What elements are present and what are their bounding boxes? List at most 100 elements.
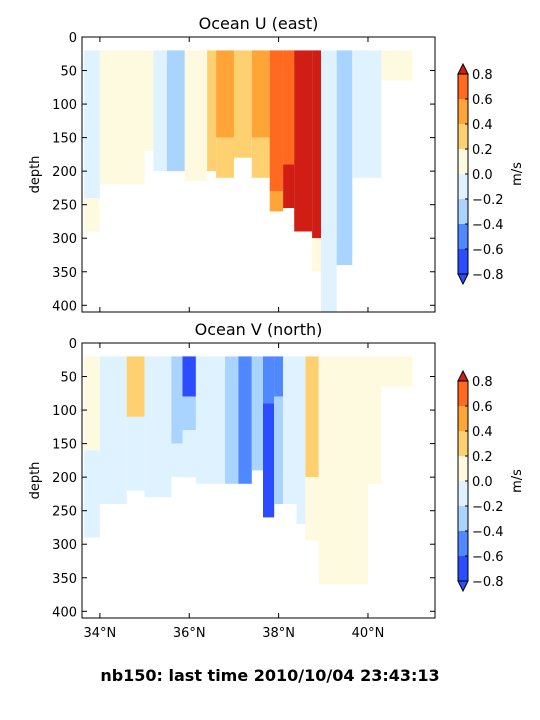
heatmap-cell bbox=[251, 50, 270, 138]
panel-title: Ocean V (north) bbox=[195, 320, 323, 339]
heatmap-cell bbox=[84, 450, 100, 538]
colorbar-tick-label: 0.2 bbox=[472, 143, 493, 158]
heatmap-cell bbox=[305, 477, 319, 541]
heatmap-cell bbox=[126, 416, 145, 491]
heatmap-cell bbox=[263, 356, 275, 404]
heatmap-cell bbox=[305, 356, 319, 478]
figure-suptitle: nb150: last time 2010/10/04 23:43:13 bbox=[100, 666, 440, 685]
heatmap-cell bbox=[171, 443, 183, 478]
heatmap-cell bbox=[153, 50, 167, 172]
heatmap-cell bbox=[84, 50, 100, 199]
colorbar-tick-label: 0.4 bbox=[472, 425, 493, 440]
heatmap-cell bbox=[99, 356, 127, 504]
heatmap-cell bbox=[296, 356, 306, 525]
heatmap-cell bbox=[171, 356, 183, 444]
y-tick-label: 300 bbox=[52, 538, 77, 553]
colorbar-extend-top bbox=[457, 62, 469, 75]
colorbar-bin bbox=[458, 249, 468, 274]
y-tick-label: 150 bbox=[52, 438, 77, 453]
colorbar-bin bbox=[458, 556, 468, 581]
colorbar: 0.8 0.6 0.4 0.2 0.0 −0.2 −0.4 −0.6 −0.8 m/s bbox=[457, 62, 525, 286]
heatmap-cell bbox=[182, 430, 196, 478]
heatmap-cell bbox=[336, 50, 353, 266]
heatmap-cell bbox=[207, 50, 216, 172]
colorbar-tick-label: 0.4 bbox=[472, 118, 493, 133]
plot-frame bbox=[81, 342, 436, 619]
heatmap-cell bbox=[368, 356, 382, 484]
colorbar-extend-top bbox=[457, 369, 469, 382]
colorbar-label: m/s bbox=[510, 469, 525, 493]
x-tick-label: 38°N bbox=[262, 626, 295, 641]
heatmap-cell bbox=[318, 356, 368, 585]
colorbar-extend-bottom bbox=[457, 580, 469, 593]
heatmap-cell bbox=[84, 356, 100, 451]
panel-ocean-u: Ocean U (east) 0 50 100 150 200 250 300 350 400 de… bbox=[28, 14, 525, 314]
heatmap-cell bbox=[238, 356, 252, 484]
heatmap-cell bbox=[216, 137, 234, 178]
x-tick-label: 36°N bbox=[173, 626, 206, 641]
colorbar-tick-label: 0.8 bbox=[472, 375, 493, 390]
heatmap-cell bbox=[321, 50, 337, 313]
colorbar-tick-label: 0.0 bbox=[472, 475, 493, 490]
heatmap-cell bbox=[274, 356, 283, 397]
heatmap-cell bbox=[283, 356, 297, 504]
colorbar-tick-label: −0.6 bbox=[472, 243, 504, 258]
colorbar-bin bbox=[458, 149, 468, 174]
colorbar-label: m/s bbox=[510, 162, 525, 186]
heatmap-cell bbox=[274, 396, 283, 504]
colorbar-bin bbox=[458, 481, 468, 506]
y-tick-label: 350 bbox=[52, 572, 77, 587]
colorbar-tick-label: −0.8 bbox=[472, 575, 504, 590]
heatmap-cell bbox=[381, 50, 413, 81]
colorbar-bin bbox=[458, 431, 468, 456]
colorbar-extend-bottom bbox=[457, 273, 469, 286]
colorbar-tick-label: −0.6 bbox=[472, 550, 504, 565]
x-tick-label: 40°N bbox=[352, 626, 385, 641]
colorbar-bin bbox=[458, 531, 468, 556]
heatmap-cells bbox=[84, 50, 413, 313]
y-axis-label: depth bbox=[28, 156, 43, 194]
colorbar-tick-label: −0.4 bbox=[472, 525, 504, 540]
colorbar-bin bbox=[458, 381, 468, 406]
colorbar-bin bbox=[458, 99, 468, 124]
panel-title: Ocean U (east) bbox=[199, 14, 319, 33]
heatmap-cell bbox=[283, 50, 295, 165]
colorbar-bin bbox=[458, 124, 468, 149]
heatmap-cell bbox=[144, 50, 154, 151]
colorbar-bin bbox=[458, 406, 468, 431]
heatmap-cell bbox=[144, 356, 172, 498]
y-tick-label: 150 bbox=[52, 132, 77, 147]
y-tick-label: 400 bbox=[52, 299, 77, 314]
heatmap-cells bbox=[84, 356, 413, 585]
colorbar: 0.8 0.6 0.4 0.2 0.0 −0.2 −0.4 −0.6 −0.8 m/s bbox=[457, 369, 525, 593]
heatmap-cell bbox=[126, 356, 145, 417]
panel-ocean-v: Ocean V (north) 0 50 100 150 200 250 300 350 400 d… bbox=[28, 320, 525, 641]
y-tick-label: 200 bbox=[52, 165, 77, 180]
heatmap-cell bbox=[269, 50, 284, 192]
colorbar-bin bbox=[458, 74, 468, 99]
y-tick-label: 0 bbox=[69, 337, 77, 352]
y-tick-label: 50 bbox=[60, 65, 77, 80]
colorbar-tick-label: −0.2 bbox=[472, 500, 504, 515]
colorbar-tick-label: 0.0 bbox=[472, 168, 493, 183]
colorbar-tick-label: 0.2 bbox=[472, 450, 493, 465]
colorbar-bin bbox=[458, 224, 468, 249]
colorbar-tick-label: 0.8 bbox=[472, 68, 493, 83]
y-tick-label: 250 bbox=[52, 505, 77, 520]
heatmap-cell bbox=[84, 198, 100, 232]
y-tick-label: 100 bbox=[52, 404, 77, 419]
heatmap-cell bbox=[312, 238, 321, 272]
colorbar-bin bbox=[458, 174, 468, 199]
heatmap-cell bbox=[184, 50, 208, 182]
heatmap-cell bbox=[269, 191, 284, 212]
y-tick-label: 300 bbox=[52, 232, 77, 247]
plot-frame bbox=[81, 36, 436, 313]
heatmap-cell bbox=[216, 50, 234, 138]
colorbar-bin bbox=[458, 199, 468, 224]
heatmap-cell bbox=[283, 164, 295, 208]
heatmap-cell bbox=[381, 356, 413, 387]
heatmap-cell bbox=[352, 50, 382, 178]
colorbar-tick-label: −0.8 bbox=[472, 268, 504, 283]
colorbar-tick-label: 0.6 bbox=[472, 93, 493, 108]
